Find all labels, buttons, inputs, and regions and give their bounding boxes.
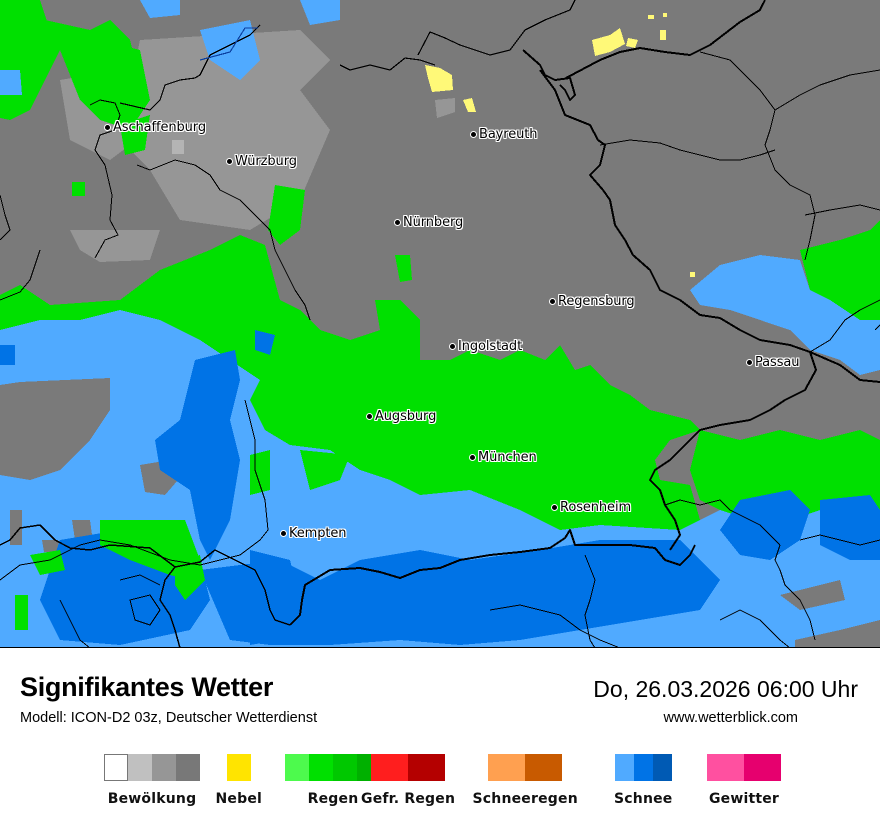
city-dot-icon — [394, 219, 401, 226]
legend-item: Nebel — [216, 754, 263, 807]
city-label: Passau — [755, 355, 800, 370]
legend-swatches — [226, 754, 251, 781]
city-dot-icon — [551, 504, 558, 511]
legend-swatches — [707, 754, 781, 781]
legend-swatches — [371, 754, 446, 781]
city-label: Rosenheim — [560, 500, 632, 515]
legend-label: Gewitter — [708, 791, 780, 807]
legend-item: Regen — [285, 754, 381, 807]
city-dot-icon — [104, 124, 111, 131]
legend-label: Bewölkung — [107, 791, 197, 807]
city-label: Bayreuth — [479, 127, 538, 142]
legend-color-swatch — [707, 754, 744, 781]
city-dot-icon — [549, 298, 556, 305]
legend-swatches — [488, 754, 563, 781]
legend-color-swatch — [104, 754, 128, 781]
city-label: Kempten — [289, 526, 347, 541]
city-marker: Regensburg — [549, 294, 635, 309]
legend-item: Gefr. Regen — [361, 754, 455, 807]
legend-color-swatch — [333, 754, 357, 781]
legend-item: Gewitter — [707, 754, 781, 807]
weather-map: Aschaffenburg Würzburg Bayreuth Nürnberg Reg… — [0, 0, 880, 648]
legend-label: Schneeregen — [472, 791, 578, 807]
legend-swatches — [104, 754, 200, 781]
city-marker: Ingolstadt — [449, 339, 522, 354]
city-marker: Passau — [746, 355, 799, 370]
city-label: München — [478, 450, 537, 465]
city-dot-icon — [746, 359, 753, 366]
legend-color-swatch — [488, 754, 526, 781]
legend-color-swatch — [152, 754, 176, 781]
forecast-datetime: Do, 26.03.2026 06:00 Uhr — [593, 676, 858, 702]
legend-color-swatch — [226, 754, 251, 781]
city-dot-icon — [449, 343, 456, 350]
city-marker: München — [469, 450, 537, 465]
city-label: Ingolstadt — [458, 339, 523, 354]
legend-label: Schnee — [614, 791, 673, 807]
map-title: Signifikantes Wetter — [20, 672, 274, 702]
legend-label: Regen — [307, 791, 359, 807]
city-dot-icon — [280, 530, 287, 537]
city-marker: Bayreuth — [470, 127, 538, 142]
city-label: Augsburg — [375, 409, 437, 424]
legend-swatches — [614, 754, 672, 781]
city-dot-icon — [226, 158, 233, 165]
city-marker: Augsburg — [366, 409, 436, 424]
city-label: Würzburg — [235, 154, 297, 169]
legend-swatches — [285, 754, 381, 781]
legend-color-swatch — [176, 754, 200, 781]
legend-color-swatch — [285, 754, 309, 781]
legend-label: Gefr. Regen — [361, 791, 456, 807]
website-link[interactable]: www.wetterblick.com — [663, 710, 798, 726]
city-label: Nürnberg — [403, 215, 464, 230]
city-label: Regensburg — [558, 294, 635, 309]
city-marker: Rosenheim — [551, 500, 631, 515]
legend-color-swatch — [744, 754, 781, 781]
legend: Bewölkung Nebel Regen Gefr. Regen Schneerege… — [0, 754, 880, 824]
city-label: Aschaffenburg — [113, 120, 206, 135]
city-marker: Aschaffenburg — [104, 120, 206, 135]
legend-color-swatch — [128, 754, 152, 781]
legend-color-swatch — [525, 754, 563, 781]
map-footer: Signifikantes Wetter Modell: ICON-D2 03z… — [0, 648, 880, 830]
city-marker: Kempten — [280, 526, 347, 541]
city-marker: Würzburg — [226, 154, 297, 169]
model-info: Modell: ICON-D2 03z, Deutscher Wetterdie… — [20, 710, 318, 726]
legend-item: Schneeregen — [473, 754, 578, 807]
city-dot-icon — [470, 131, 477, 138]
legend-color-swatch — [371, 754, 409, 781]
legend-item: Schnee — [614, 754, 673, 807]
legend-color-swatch — [408, 754, 446, 781]
legend-label: Nebel — [215, 791, 263, 807]
legend-item: Bewölkung — [104, 754, 200, 807]
legend-color-swatch — [652, 754, 672, 781]
legend-color-swatch — [309, 754, 333, 781]
city-dot-icon — [469, 454, 476, 461]
legend-color-swatch — [614, 754, 634, 781]
city-dot-icon — [366, 413, 373, 420]
legend-color-swatch — [633, 754, 653, 781]
city-marker: Nürnberg — [394, 215, 463, 230]
weather-map-raster — [0, 0, 880, 647]
